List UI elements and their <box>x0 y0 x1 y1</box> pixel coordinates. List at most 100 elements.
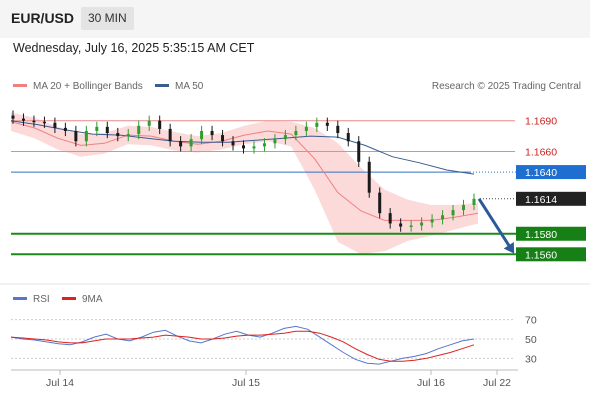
x-tick-label: Jul 22 <box>483 377 511 389</box>
candle-body <box>189 139 193 147</box>
candle-body <box>126 134 130 137</box>
candle-body <box>168 128 172 142</box>
resistance-label-1.1660: 1.1660 <box>525 147 557 159</box>
candle-body <box>325 122 329 126</box>
candle <box>168 123 172 147</box>
candle-body <box>200 130 204 140</box>
candle <box>399 218 403 232</box>
candle <box>304 121 308 137</box>
timeframe-badge[interactable]: 30 MIN <box>81 7 134 30</box>
ma20-legend-swatch <box>13 84 27 87</box>
candle-body <box>158 120 162 129</box>
candle-body <box>409 225 413 228</box>
support-label-1.1580: 1.1580 <box>525 229 557 241</box>
candle <box>315 117 319 132</box>
candle-body <box>11 115 15 119</box>
candle <box>189 134 193 152</box>
support-box-1.1560 <box>516 247 586 262</box>
candle <box>388 208 392 229</box>
candle <box>210 125 214 141</box>
candlesticks <box>11 110 476 232</box>
candle <box>158 115 162 135</box>
candle <box>21 113 25 126</box>
candle-body <box>462 204 466 211</box>
candle <box>105 121 109 139</box>
candle-body <box>367 161 371 193</box>
moving-averages <box>10 120 479 221</box>
pivot-box-1.1640 <box>516 165 586 180</box>
candle <box>451 204 455 221</box>
candle-body <box>262 143 266 147</box>
rsi-pane: 70 50 30 <box>10 315 537 365</box>
x-tick-label: Jul 16 <box>417 377 445 389</box>
candle-body <box>336 125 340 134</box>
candle <box>336 120 340 139</box>
candle <box>42 116 46 128</box>
candle-body <box>95 126 99 131</box>
timestamp: Wednesday, July 16, 2025 5:35:15 AM CET <box>13 41 255 55</box>
ma9-legend-swatch <box>62 297 76 300</box>
candle-body <box>304 126 308 131</box>
symbol-label: EUR/USD <box>11 10 75 26</box>
candle-body <box>420 222 424 226</box>
candle-body <box>42 121 46 124</box>
bollinger-band-fill <box>11 112 478 255</box>
candle-body <box>294 130 298 136</box>
candle-body <box>399 223 403 227</box>
candle-body <box>210 130 214 136</box>
candle <box>346 127 350 147</box>
rsi-tick-30: 30 <box>525 353 537 365</box>
candle <box>137 120 141 140</box>
ma20-legend-label: MA 20 + Bollinger Bands <box>33 81 143 92</box>
x-axis: Jul 14 Jul 15 Jul 16 Jul 22 <box>46 370 511 389</box>
candle <box>357 136 361 167</box>
candle-body <box>74 130 78 142</box>
candle <box>63 122 67 137</box>
x-tick-label: Jul 14 <box>46 377 74 389</box>
candle-body <box>179 141 183 147</box>
candle-body <box>273 139 277 144</box>
ma20-line <box>10 121 479 221</box>
candle-body <box>430 219 434 223</box>
candle-body <box>116 133 120 137</box>
candle-body <box>252 146 256 149</box>
candle-body <box>472 198 476 205</box>
candle-body <box>346 133 350 142</box>
candle <box>231 136 235 151</box>
candle-body <box>441 215 445 220</box>
candle <box>147 115 151 131</box>
candle-body <box>242 145 245 149</box>
candle <box>179 136 183 152</box>
candle <box>126 128 130 142</box>
header-bar: EUR/USD 30 MIN <box>0 0 590 38</box>
candle-body <box>221 135 225 142</box>
candle-body <box>32 120 36 123</box>
candle <box>84 125 88 147</box>
forecast-arrow-head <box>503 242 515 254</box>
last-price-box <box>516 191 586 206</box>
forecast-arrow-shaft <box>477 197 514 252</box>
candle-body <box>147 120 151 126</box>
resistance-label-1.1690: 1.1690 <box>525 116 557 128</box>
candle <box>430 214 434 228</box>
candle-body <box>21 118 25 121</box>
candle <box>283 129 287 145</box>
candle <box>273 134 277 149</box>
candle <box>53 117 57 134</box>
price-levels <box>11 120 516 256</box>
candle <box>116 127 120 142</box>
candle <box>242 140 245 154</box>
candle-body <box>283 135 287 140</box>
candle <box>252 141 256 154</box>
candle-body <box>231 141 235 146</box>
price-labels: 1.1690 1.1660 1.1640 1.1614 1.1580 1.1560 <box>516 116 586 262</box>
candle <box>74 125 78 147</box>
candle <box>409 220 413 232</box>
candle <box>32 115 36 127</box>
candle-body <box>315 122 319 127</box>
ma50-line <box>10 120 475 175</box>
rsi-ma-line <box>10 330 475 362</box>
candle <box>367 156 371 198</box>
candle <box>262 138 266 152</box>
